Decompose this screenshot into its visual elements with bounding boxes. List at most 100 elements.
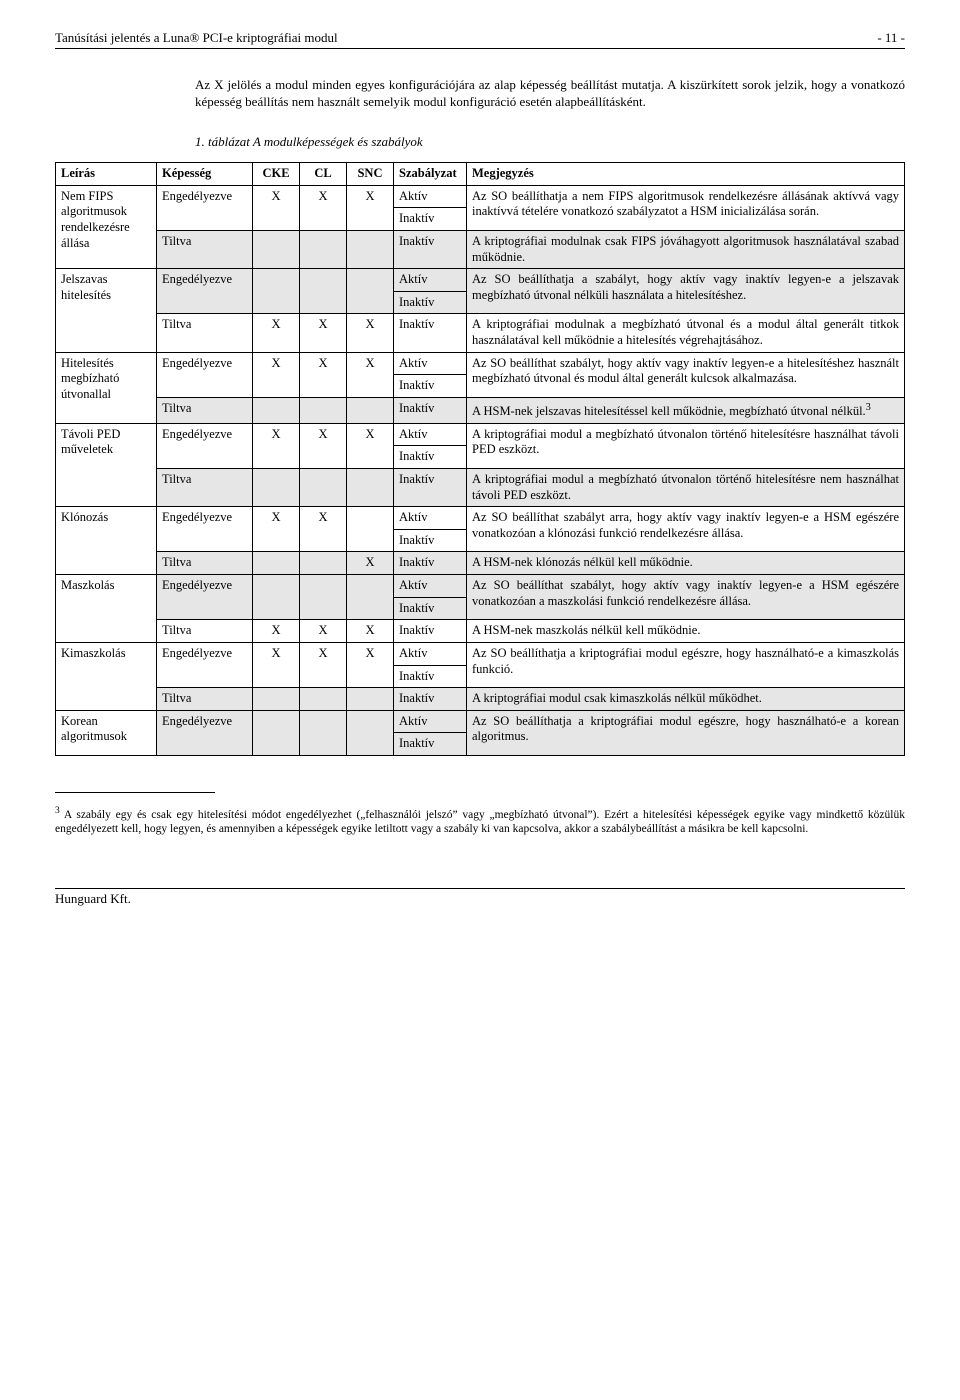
table-header-row: Leírás Képesség CKE CL SNC Szabályzat Me… — [56, 163, 905, 186]
cell-kepesseg: Engedélyezve — [157, 423, 253, 468]
cell-cke: X — [253, 423, 300, 468]
table-row: Tiltva Inaktív A kriptográfiai modulnak … — [56, 230, 905, 268]
cell-szabalyzat: Aktív — [394, 575, 467, 598]
cell-cl — [300, 269, 347, 314]
cell-szabalyzat: Aktív — [394, 642, 467, 665]
cell-szabalyzat: Inaktív — [394, 468, 467, 506]
cell-szabalyzat: Inaktív — [394, 397, 467, 423]
cell-text: A HSM-nek jelszavas hitelesítéssel kell … — [472, 404, 866, 418]
cell-szabalyzat: Inaktív — [394, 230, 467, 268]
cell-snc: X — [347, 185, 394, 230]
cell-cke — [253, 688, 300, 711]
cell-megjegyzes: A HSM-nek klónozás nélkül kell működnie. — [467, 552, 905, 575]
cell-snc — [347, 575, 394, 620]
col-leiras: Leírás — [56, 163, 157, 186]
cell-kepesseg: Engedélyezve — [157, 185, 253, 230]
cell-szabalyzat: Inaktív — [394, 291, 467, 314]
cell-megjegyzes: Az SO beállíthat szabályt arra, hogy akt… — [467, 507, 905, 552]
cell-leiras: Jelszavas hitelesítés — [56, 269, 157, 353]
table-row: Korean algoritmusok Engedélyezve Aktív A… — [56, 710, 905, 733]
cell-szabalyzat: Aktív — [394, 269, 467, 292]
cell-cke — [253, 575, 300, 620]
cell-snc: X — [347, 620, 394, 643]
cell-megjegyzes: A kriptográfiai modul a megbízható útvon… — [467, 423, 905, 468]
cell-cke — [253, 552, 300, 575]
cell-szabalyzat: Aktív — [394, 710, 467, 733]
cell-szabalyzat: Inaktív — [394, 314, 467, 352]
cell-szabalyzat: Inaktív — [394, 529, 467, 552]
cell-cl: X — [300, 314, 347, 352]
cell-cke — [253, 397, 300, 423]
cell-snc: X — [347, 314, 394, 352]
table-row: Tiltva Inaktív A kriptográfiai modul csa… — [56, 688, 905, 711]
cell-cl: X — [300, 423, 347, 468]
cell-megjegyzes: Az SO beállíthatja a szabályt, hogy aktí… — [467, 269, 905, 314]
footnote-separator — [55, 792, 215, 793]
cell-snc — [347, 397, 394, 423]
cell-megjegyzes: Az SO beállíthat szabályt, hogy aktív va… — [467, 352, 905, 397]
cell-cl: X — [300, 642, 347, 687]
cell-szabalyzat: Inaktív — [394, 597, 467, 620]
cell-szabalyzat: Inaktív — [394, 620, 467, 643]
cell-snc — [347, 688, 394, 711]
cell-leiras: Klónozás — [56, 507, 157, 575]
cell-megjegyzes: A HSM-nek jelszavas hitelesítéssel kell … — [467, 397, 905, 423]
table-row: Maszkolás Engedélyezve Aktív Az SO beáll… — [56, 575, 905, 598]
cell-snc — [347, 710, 394, 755]
cell-cke: X — [253, 352, 300, 397]
cell-leiras: Korean algoritmusok — [56, 710, 157, 755]
cell-snc: X — [347, 642, 394, 687]
cell-cke: X — [253, 620, 300, 643]
cell-cke — [253, 710, 300, 755]
table-row: Tiltva X Inaktív A HSM-nek klónozás nélk… — [56, 552, 905, 575]
cell-kepesseg: Tiltva — [157, 314, 253, 352]
cell-snc: X — [347, 423, 394, 468]
cell-kepesseg: Engedélyezve — [157, 269, 253, 314]
capabilities-table: Leírás Képesség CKE CL SNC Szabályzat Me… — [55, 162, 905, 756]
cell-kepesseg: Engedélyezve — [157, 507, 253, 552]
cell-kepesseg: Engedélyezve — [157, 352, 253, 397]
cell-megjegyzes: Az SO beállíthatja a kriptográfiai modul… — [467, 642, 905, 687]
cell-cl: X — [300, 185, 347, 230]
cell-kepesseg: Tiltva — [157, 688, 253, 711]
cell-szabalyzat: Aktív — [394, 185, 467, 208]
page-header: Tanúsítási jelentés a Luna® PCI-e kripto… — [55, 30, 905, 49]
intro-paragraph: Az X jelölés a modul minden egyes konfig… — [195, 77, 905, 110]
col-cl: CL — [300, 163, 347, 186]
table-row: Jelszavas hitelesítés Engedélyezve Aktív… — [56, 269, 905, 292]
cell-snc: X — [347, 352, 394, 397]
cell-cl — [300, 575, 347, 620]
cell-cl: X — [300, 507, 347, 552]
cell-megjegyzes: A kriptográfiai modul a megbízható útvon… — [467, 468, 905, 506]
cell-cke: X — [253, 314, 300, 352]
cell-cl — [300, 468, 347, 506]
cell-kepesseg: Tiltva — [157, 230, 253, 268]
table-row: Tiltva X X X Inaktív A kriptográfiai mod… — [56, 314, 905, 352]
col-kepesseg: Képesség — [157, 163, 253, 186]
cell-cl: X — [300, 352, 347, 397]
cell-szabalyzat: Inaktív — [394, 552, 467, 575]
footnote-body: A szabály egy és csak egy hitelesítési m… — [55, 808, 905, 834]
cell-megjegyzes: Az SO beállíthatja a kriptográfiai modul… — [467, 710, 905, 755]
table-row: Klónozás Engedélyezve X X Aktív Az SO be… — [56, 507, 905, 530]
cell-kepesseg: Tiltva — [157, 397, 253, 423]
cell-cl: X — [300, 620, 347, 643]
cell-leiras: Hitelesítés megbízható útvonallal — [56, 352, 157, 423]
col-snc: SNC — [347, 163, 394, 186]
cell-megjegyzes: A kriptográfiai modul csak kimaszkolás n… — [467, 688, 905, 711]
col-megjegyzes: Megjegyzés — [467, 163, 905, 186]
table-row: Tiltva X X X Inaktív A HSM-nek maszkolás… — [56, 620, 905, 643]
footnote-number: 3 — [55, 805, 60, 816]
cell-kepesseg: Engedélyezve — [157, 710, 253, 755]
cell-cl — [300, 688, 347, 711]
cell-cke — [253, 269, 300, 314]
cell-cl — [300, 552, 347, 575]
cell-cke: X — [253, 642, 300, 687]
cell-snc — [347, 269, 394, 314]
table-caption: 1. táblázat A modulképességek és szabály… — [195, 134, 905, 150]
cell-kepesseg: Tiltva — [157, 468, 253, 506]
header-title: Tanúsítási jelentés a Luna® PCI-e kripto… — [55, 30, 338, 46]
cell-leiras: Nem FIPS algoritmusok rendelkezésre állá… — [56, 185, 157, 269]
cell-megjegyzes: A HSM-nek maszkolás nélkül kell működnie… — [467, 620, 905, 643]
cell-szabalyzat: Aktív — [394, 507, 467, 530]
